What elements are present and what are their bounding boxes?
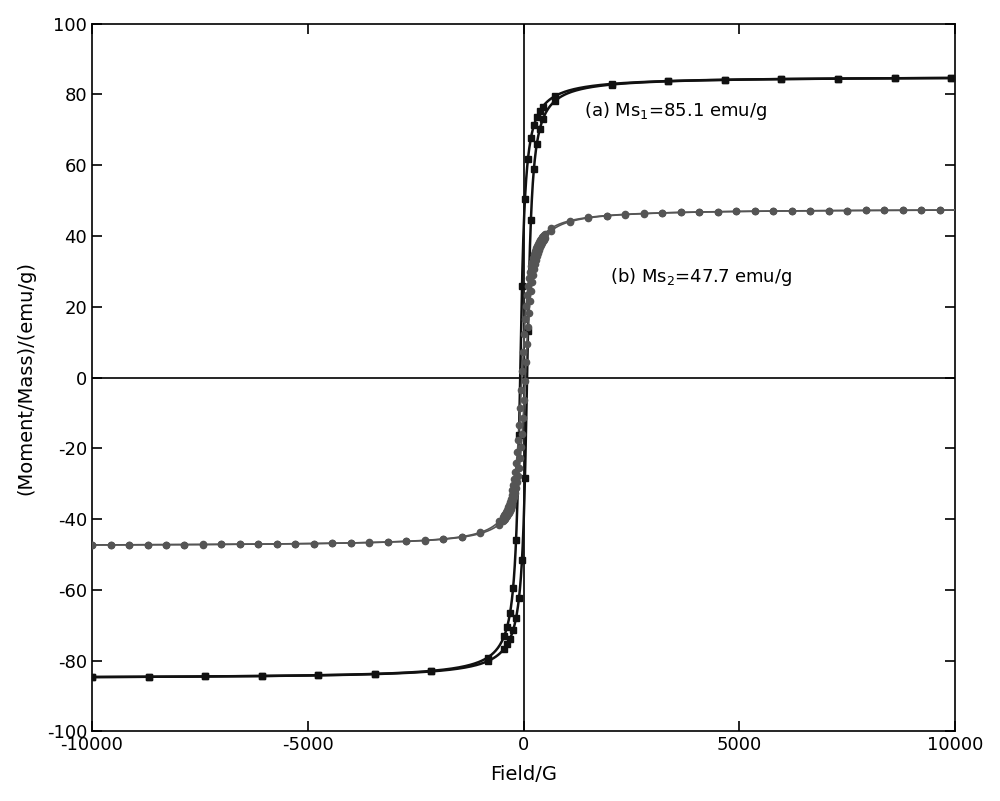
Y-axis label: (Moment/Mass)/(emu/g): (Moment/Mass)/(emu/g) (17, 260, 36, 494)
X-axis label: Field/G: Field/G (490, 765, 557, 784)
Text: (b) Ms$_2$=47.7 emu/g: (b) Ms$_2$=47.7 emu/g (610, 266, 792, 288)
Text: (a) Ms$_1$=85.1 emu/g: (a) Ms$_1$=85.1 emu/g (584, 99, 767, 122)
